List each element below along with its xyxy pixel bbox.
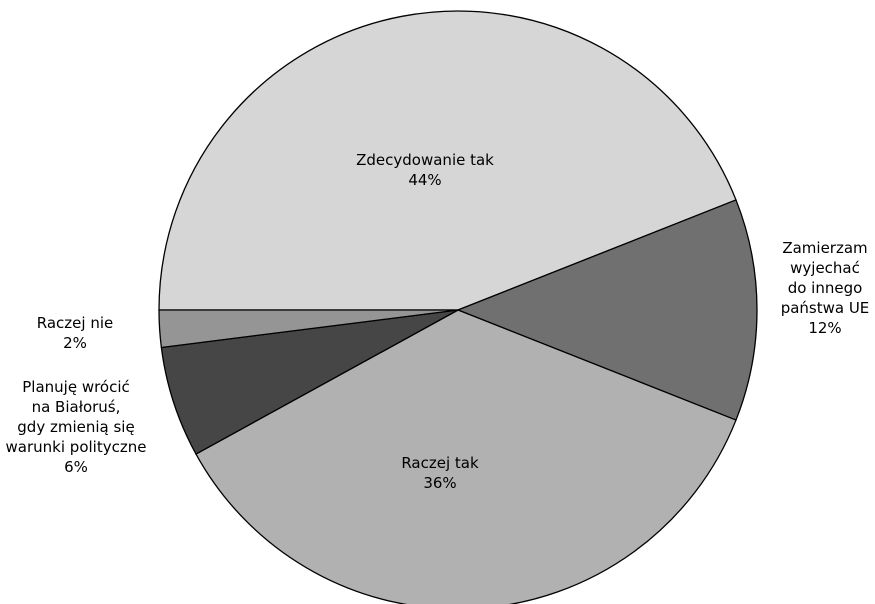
pie-label-text: Zamierzam xyxy=(782,239,867,257)
pie-label-text: państwa UE xyxy=(781,299,870,317)
pie-slice-zamierzam-wyjechac-do-innego-panstwa-ue xyxy=(457,199,758,421)
pie-label-text: gdy zmienią się xyxy=(17,418,134,436)
pie-label-text: Zdecydowanie tak xyxy=(356,151,494,169)
pie-label-text: Raczej nie xyxy=(37,314,113,332)
pie-label-text: do innego xyxy=(788,279,863,297)
pie-label-value: 6% xyxy=(64,458,88,476)
pie-label-value: 12% xyxy=(808,319,841,337)
pie-label-text: warunki polityczne xyxy=(6,438,147,456)
pie-label-planuje-wrocic-na-bialorus-gdy-zmienia-sie-warunki-polityczne: Planuję wrócić na Białoruś, gdy zmienią si… xyxy=(6,378,147,476)
pie-label-text: wyjechać xyxy=(790,259,860,277)
pie-label-value: 44% xyxy=(408,171,441,189)
pie-label-text: na Białoruś, xyxy=(32,398,121,416)
pie-label-raczej-tak: Raczej tak 36% xyxy=(401,454,479,492)
pie-slice-zdecydowanie-tak xyxy=(158,10,737,311)
pie-label-text: Raczej tak xyxy=(401,454,479,472)
pie-label-value: 36% xyxy=(423,474,456,492)
pie-label-zdecydowanie-tak: Zdecydowanie tak 44% xyxy=(356,151,494,189)
pie-slices xyxy=(158,10,758,604)
pie-label-value: 2% xyxy=(63,334,87,352)
pie-labels: Zdecydowanie tak 44% Zamierzam wyjechać do i… xyxy=(6,151,870,492)
pie-label-text: Planuję wrócić xyxy=(22,378,130,396)
pie-slice-raczej-nie xyxy=(158,309,459,349)
pie-slice-raczej-tak xyxy=(195,309,737,604)
pie-label-raczej-nie: Raczej nie 2% xyxy=(37,314,113,352)
pie-label-zamierzam-wyjechac-do-innego-panstwa-ue: Zamierzam wyjechać do innego państwa UE 12% xyxy=(781,239,870,337)
